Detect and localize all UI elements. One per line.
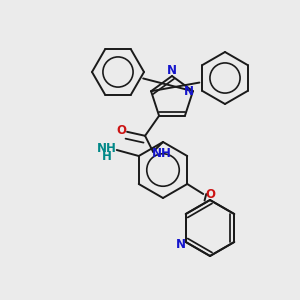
Text: NH: NH: [97, 142, 117, 154]
Text: O: O: [116, 124, 126, 137]
Text: O: O: [205, 188, 215, 200]
Text: H: H: [102, 151, 112, 164]
Text: N: N: [167, 64, 177, 77]
Text: NH: NH: [152, 147, 172, 160]
Text: N: N: [184, 85, 194, 98]
Text: N: N: [176, 238, 186, 250]
